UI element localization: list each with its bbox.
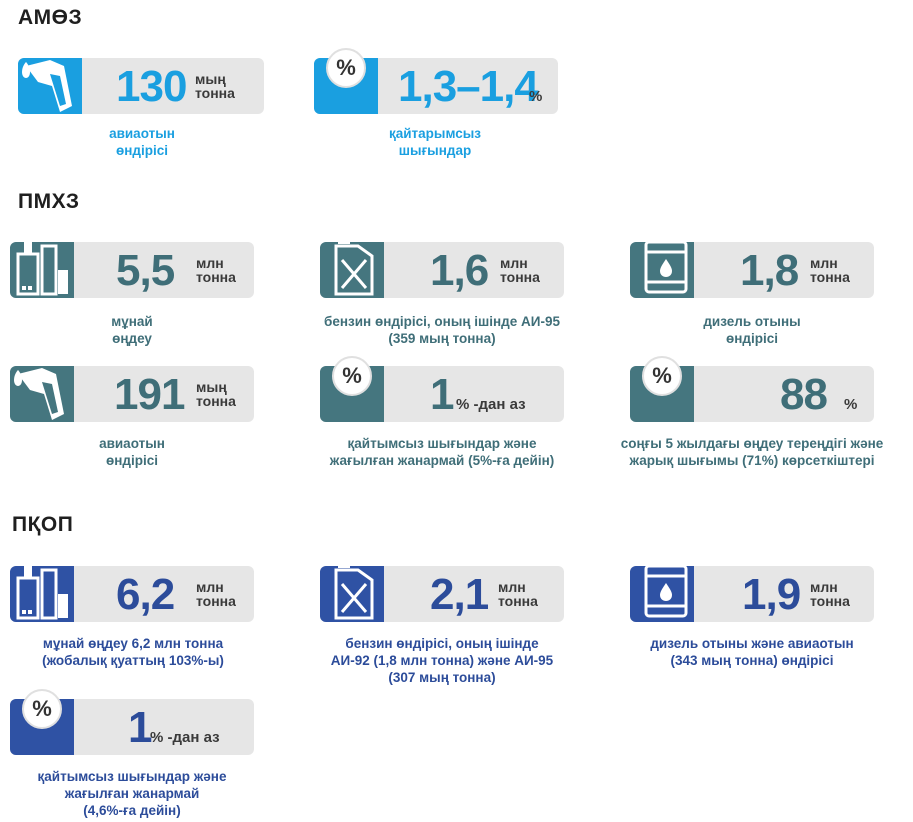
stat-unit: % (529, 88, 543, 105)
stat-value: 1,3–1,4 (398, 62, 539, 111)
stat-caption: соңғы 5 жылдағы өңдеу тереңдігі және жары… (620, 436, 884, 468)
stat-unit: мың тонна (195, 71, 235, 101)
stat-caption: бензин өндірісі, оның ішінде АИ-95 (359 м… (324, 314, 560, 346)
section-title-pkop: ПҚОП (12, 513, 74, 536)
percent-icon: % (22, 689, 62, 729)
stat-unit: % -дан аз (456, 396, 526, 413)
stat-unit: % -дан аз (150, 729, 220, 746)
barrel-icon (644, 240, 688, 294)
stat-value: 191 (114, 370, 185, 419)
stat-unit: млн тонна (810, 579, 850, 609)
stat-card-aviation-fuel: 191 мың тонна (10, 366, 254, 422)
stat-value: 1,8 (740, 246, 799, 295)
stat-value: 130 (116, 62, 187, 111)
stat-card-losses: % 1,3–1,4 % (314, 48, 558, 114)
refinery-icon (16, 242, 68, 296)
stat-caption: дизель отыны және авиаотын (343 мың тонна… (650, 636, 854, 668)
stat-card-gasoline: 2,1 млн тонна (320, 562, 564, 622)
stat-value: 1 (128, 703, 153, 752)
stat-value: 1,9 (742, 570, 801, 619)
stat-card-refining-depth: % 88 % (630, 356, 874, 422)
stat-card-diesel: 1,8 млн тонна (630, 240, 874, 298)
stat-unit: млн тонна (196, 579, 236, 609)
stat-caption: бензин өндірісі, оның ішінде АИ-92 (1,8 м… (330, 636, 554, 685)
stat-value: 5,5 (116, 246, 175, 295)
stat-caption: авиаотын өндірісі (99, 436, 165, 468)
stat-card-losses: % 1 % -дан аз (10, 689, 254, 755)
stat-card-diesel: 1,9 млн тонна (630, 564, 874, 622)
stat-value: 1 (430, 370, 455, 419)
jerrycan-icon (334, 562, 374, 620)
stat-caption: мұнай өңдеу (111, 314, 153, 346)
stat-unit: млн тонна (196, 255, 236, 285)
stat-card-gasoline: 1,6 млн тонна (320, 238, 564, 298)
stat-value: 88 (780, 370, 828, 419)
stat-caption: дизель отыны өндірісі (703, 314, 801, 346)
stat-unit: млн тонна (500, 255, 540, 285)
jerrycan-icon (334, 238, 374, 296)
stat-caption: қайтымсыз шығындар және жағылған жанармай… (329, 436, 555, 468)
refinery-icon (16, 566, 68, 620)
stat-unit: % (844, 396, 858, 413)
stat-card-losses: % 1 % -дан аз (320, 356, 564, 422)
stat-unit: млн тонна (810, 255, 850, 285)
section-title-amoz: АМӨЗ (18, 6, 83, 29)
fuel-nozzle-icon (22, 60, 72, 112)
stat-caption: мұнай өңдеу 6,2 млн тонна (жобалық қуатты… (42, 636, 224, 668)
stat-value: 2,1 (430, 570, 489, 619)
section-title-pmhz: ПМХЗ (18, 190, 80, 213)
stat-caption: қайтарымсыз шығындар (388, 126, 481, 158)
stat-caption: авиаотын өндірісі (109, 126, 175, 158)
percent-icon: % (332, 356, 372, 396)
stat-unit: мың тонна (196, 379, 236, 409)
barrel-icon (644, 564, 688, 618)
stat-unit: млн тонна (498, 579, 538, 609)
stat-card-oil-refining: 6,2 млн тонна (10, 566, 254, 622)
stat-card-oil-refining: 5,5 млн тонна (10, 242, 254, 298)
percent-icon: % (326, 48, 366, 88)
stat-card-aviation-fuel: 130 мың тонна (18, 58, 264, 114)
fuel-nozzle-icon (14, 368, 64, 420)
stat-value: 6,2 (116, 570, 175, 619)
stat-value: 1,6 (430, 246, 489, 295)
percent-icon: % (642, 356, 682, 396)
stat-caption: қайтымсыз шығындар және жағылған жанармай… (37, 769, 227, 818)
